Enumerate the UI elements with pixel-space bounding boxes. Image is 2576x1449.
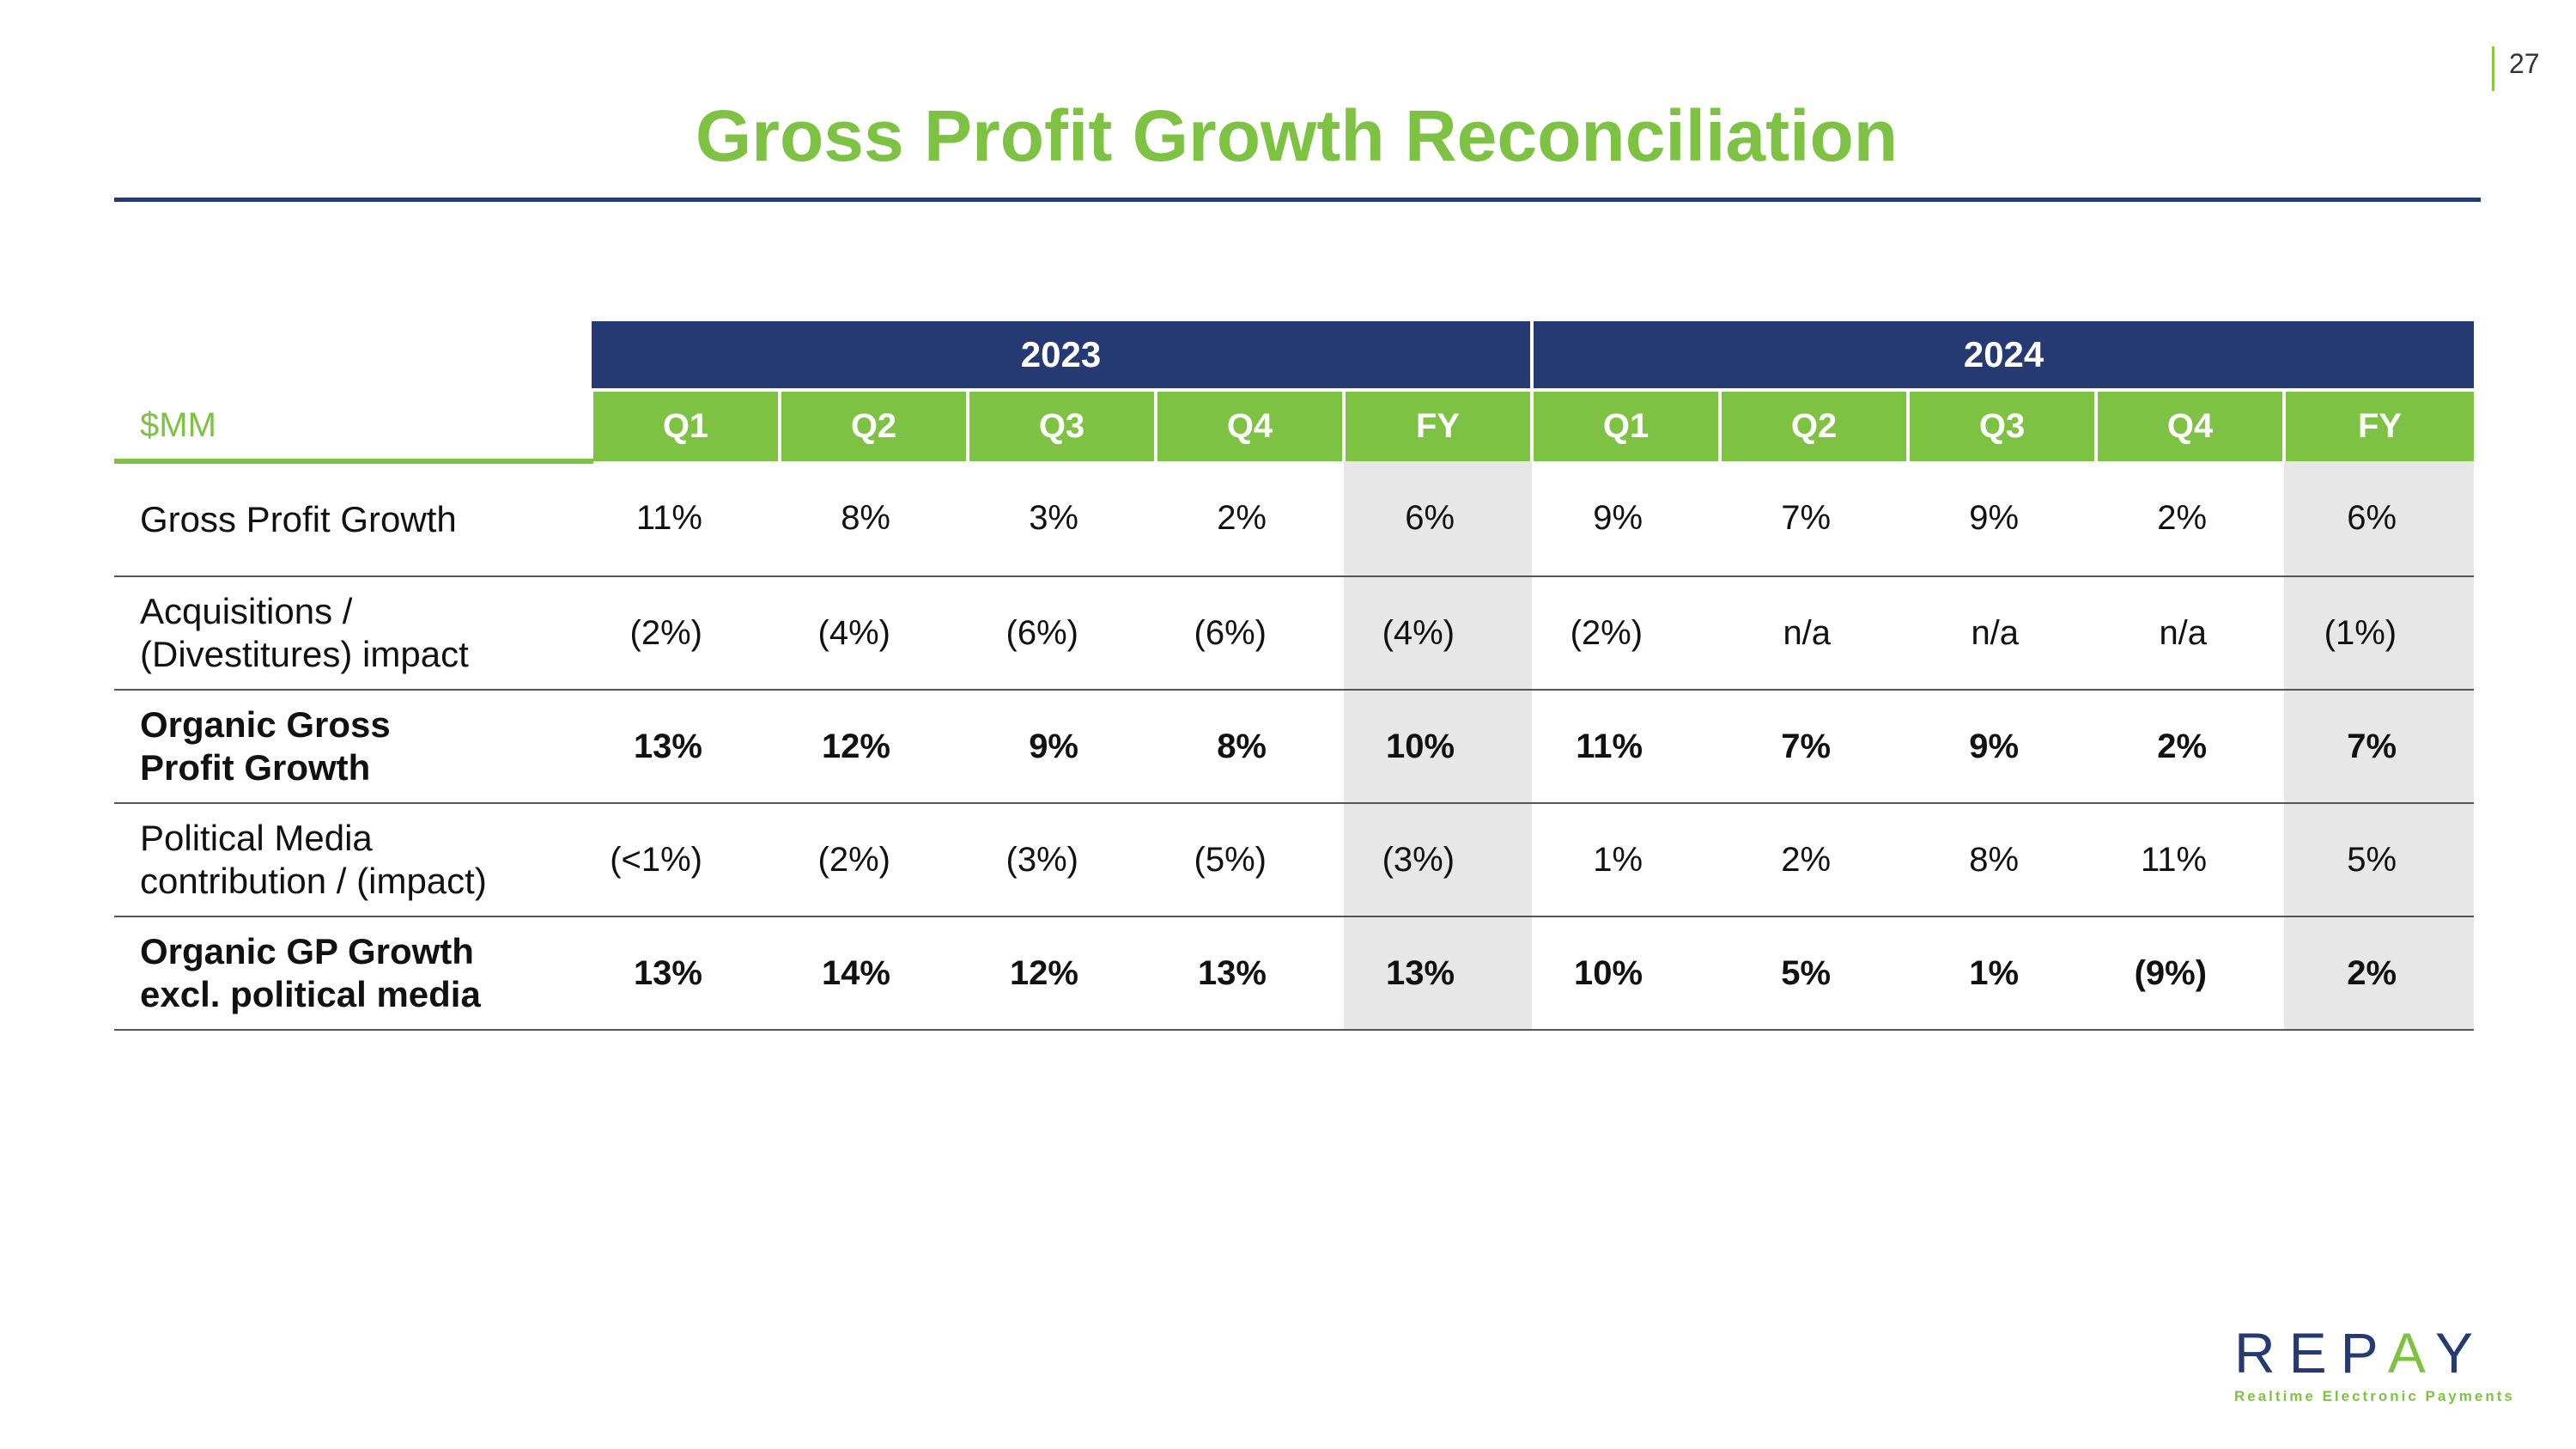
period-header: Q4 [1154,388,1344,461]
table-cell: 1% [1908,916,2097,1031]
table-cell: 14% [780,916,968,1031]
row-label-line: contribution / (impact) [140,861,487,901]
table-cell: 13% [1156,916,1344,1031]
period-header: Q2 [1718,388,1909,461]
table-cell: 12% [780,690,968,804]
row-label: Acquisitions / (Divestitures) impact [114,576,592,691]
period-header: Q1 [590,388,780,461]
table-cell: 11% [2096,803,2285,917]
row-label: Organic GP Growth excl. political media [114,916,592,1031]
row-label-line: Acquisitions / [140,591,353,631]
year-header-2024: 2024 [1530,321,2475,390]
table-cell: n/a [2096,576,2285,691]
row-label-line: excl. political media [140,974,481,1014]
table-body: Gross Profit Growth 11% 8% 3% 2% 6% 9% 7% 9% 2% 6%… [114,461,2475,1031]
table-cell: (6%) [968,576,1156,691]
table-cell: 1% [1532,803,1721,917]
table-cell: 9% [968,690,1156,804]
table-row: Gross Profit Growth 11% 8% 3% 2% 6% 9% 7% 9% 2% 6% [114,461,2475,577]
row-label: Political Media contribution / (impact) [114,803,592,917]
period-header: Q2 [778,388,968,461]
row-label-line: Profit Growth [140,747,371,788]
table-cell: 7% [1720,461,1909,577]
table-cell: 11% [592,461,780,577]
table-row: Acquisitions / (Divestitures) impact (2%)(… [114,576,2475,691]
table-cell: 8% [780,461,968,577]
unit-label: $MM [114,388,592,464]
repay-logo: REPAY Realtime Electronic Payments [2234,1323,2552,1405]
table-cell: 7% [2284,690,2475,804]
table-cell: 3% [968,461,1156,577]
table-cell: (2%) [592,576,780,691]
title-divider [114,198,2481,202]
table-cell: 2% [1720,803,1909,917]
logo-tagline: Realtime Electronic Payments [2234,1388,2515,1404]
table-cell: (3%) [1344,803,1533,917]
row-label-line: Organic Gross [140,704,391,745]
table-cell: n/a [1720,576,1909,691]
table-cell: (4%) [1344,576,1533,691]
table-cell: 10% [1532,916,1721,1031]
table-cell: (4%) [780,576,968,691]
table-cell: (5%) [1156,803,1344,917]
row-label: Gross Profit Growth [114,461,592,577]
row-label-line: Political Media [140,818,373,858]
table-cell: 2% [2284,916,2475,1031]
table-cell: (1%) [2284,576,2475,691]
page-number-rule [2492,46,2494,91]
year-header-blank [114,321,592,390]
page-title: Gross Profit Growth Reconciliation [695,95,1899,176]
table-cell: 13% [592,916,780,1031]
table-cell: 5% [1720,916,1909,1031]
table-cell: 9% [1908,461,2097,577]
period-header: Q4 [2094,388,2285,461]
table-cell: 13% [1344,916,1533,1031]
table-cell: (<1%) [592,803,780,917]
table-cell: 2% [2096,690,2285,804]
table-cell: (6%) [1156,576,1344,691]
year-header-2023: 2023 [592,321,1533,390]
period-header: Q3 [1906,388,2097,461]
row-label-line: Gross Profit Growth [140,499,457,539]
period-header: FY [1341,388,1533,461]
row-label-line: Organic GP Growth [140,931,474,971]
table-cell: 2% [1156,461,1344,577]
table-cell: 8% [1156,690,1344,804]
page-number: 27 [2509,48,2540,79]
period-header-row: $MM Q1 Q2 Q3 Q4 FY Q1 Q2 Q3 Q4 FY [114,388,2475,464]
table-cell: 2% [2096,461,2285,577]
table-cell: 6% [2284,461,2475,577]
reconciliation-table: 2023 2024 $MM Q1 Q2 Q3 Q4 FY Q1 Q2 Q3 Q4… [114,321,2475,1031]
table-cell: 7% [1720,690,1909,804]
row-label: Organic Gross Profit Growth [114,690,592,804]
table-cell: 6% [1344,461,1533,577]
table-cell: (3%) [968,803,1156,917]
table-cell: 8% [1908,803,2097,917]
period-header: Q1 [1530,388,1721,461]
table-cell: 9% [1532,461,1721,577]
table-row: Organic Gross Profit Growth 13% 12% 9% 8% 10% 1… [114,690,2475,804]
table-cell: n/a [1908,576,2097,691]
table-cell: (9%) [2096,916,2285,1031]
logo-wordmark: REPAY [2234,1321,2487,1385]
table-cell: (2%) [780,803,968,917]
table-cell: (2%) [1532,576,1721,691]
table-row: Political Media contribution / (impact) (<… [114,803,2475,917]
period-header: Q3 [966,388,1156,461]
table-cell: 5% [2284,803,2475,917]
table-cell: 12% [968,916,1156,1031]
table-cell: 9% [1908,690,2097,804]
year-header-row: 2023 2024 [114,321,2475,390]
table-cell: 10% [1344,690,1533,804]
table-row: Organic GP Growth excl. political media 13… [114,916,2475,1031]
table-cell: 13% [592,690,780,804]
period-header: FY [2282,388,2475,461]
table-cell: 11% [1532,690,1721,804]
row-label-line: (Divestitures) impact [140,634,469,674]
